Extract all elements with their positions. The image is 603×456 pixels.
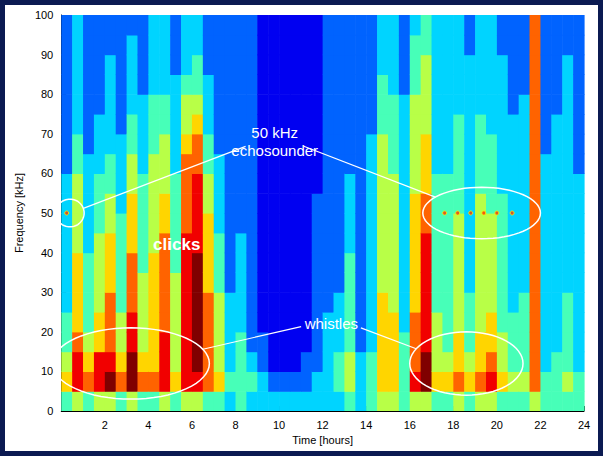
svg-text:100: 100	[35, 9, 53, 21]
svg-text:4: 4	[145, 419, 151, 431]
svg-text:20: 20	[41, 326, 53, 338]
svg-text:30: 30	[41, 286, 53, 298]
svg-text:12: 12	[317, 419, 329, 431]
svg-text:80: 80	[41, 88, 53, 100]
svg-text:clicks: clicks	[153, 235, 200, 254]
svg-text:70: 70	[41, 128, 53, 140]
svg-text:50: 50	[41, 207, 53, 219]
svg-text:2: 2	[102, 419, 108, 431]
svg-text:18: 18	[447, 419, 459, 431]
svg-text:20: 20	[491, 419, 503, 431]
svg-text:60: 60	[41, 167, 53, 179]
svg-text:whistles: whistles	[304, 315, 358, 332]
svg-text:24: 24	[578, 419, 590, 431]
svg-text:0: 0	[47, 405, 53, 417]
svg-text:40: 40	[41, 247, 53, 259]
svg-text:echosounder: echosounder	[231, 142, 318, 159]
svg-text:90: 90	[41, 49, 53, 61]
svg-text:16: 16	[404, 419, 416, 431]
svg-text:8: 8	[232, 419, 238, 431]
svg-text:6: 6	[189, 419, 195, 431]
svg-text:10: 10	[41, 365, 53, 377]
svg-text:10: 10	[273, 419, 285, 431]
svg-text:Frequency [kHz]: Frequency [kHz]	[13, 173, 25, 253]
svg-text:14: 14	[360, 419, 372, 431]
svg-text:50 kHz: 50 kHz	[251, 124, 298, 141]
svg-text:Time [hours]: Time [hours]	[292, 434, 353, 446]
svg-text:22: 22	[534, 419, 546, 431]
